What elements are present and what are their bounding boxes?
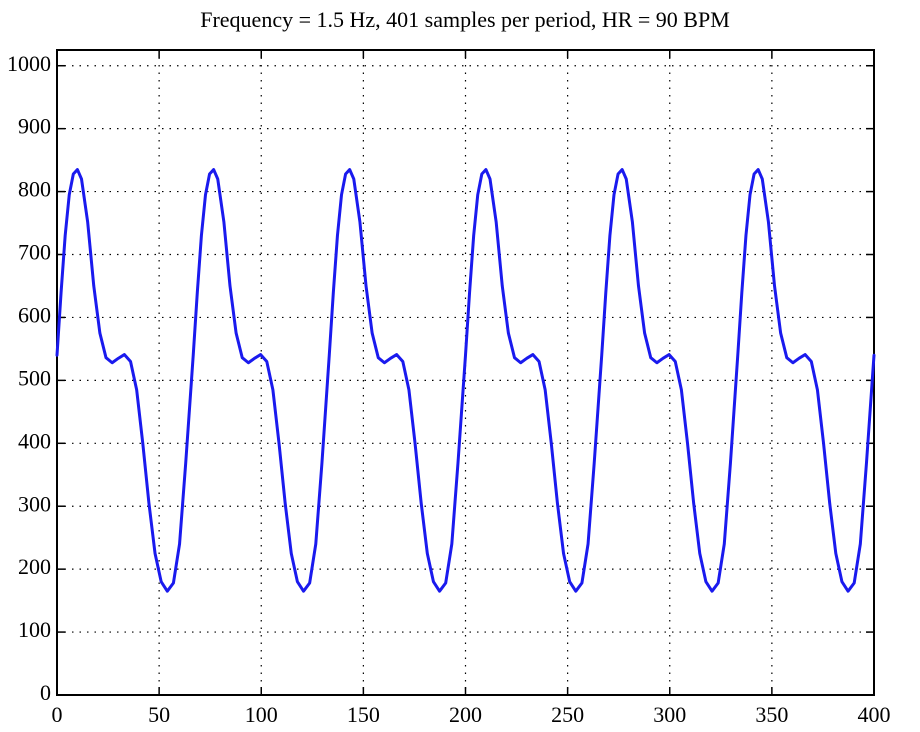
y-tick-label: 400 [18,428,51,453]
y-tick-label: 100 [18,617,51,642]
x-tick-label: 350 [755,702,788,727]
y-tick-label: 0 [40,680,51,705]
data-line [55,168,876,593]
x-tick-label: 300 [653,702,686,727]
y-tick-label: 300 [18,491,51,516]
chart-title: Frequency = 1.5 Hz, 401 samples per peri… [200,7,730,32]
x-tick-label: 250 [551,702,584,727]
y-tick-label: 600 [18,302,51,327]
x-tick-label: 150 [347,702,380,727]
y-tick-label: 500 [18,365,51,390]
y-tick-label: 200 [18,554,51,579]
y-tick-label: 900 [18,114,51,139]
x-tick-label: 0 [52,702,63,727]
x-tick-label: 400 [858,702,891,727]
x-tick-label: 200 [449,702,482,727]
y-tick-label: 1000 [7,51,51,76]
x-tick-label: 100 [245,702,278,727]
y-tick-label: 800 [18,177,51,202]
x-tick-label: 50 [148,702,170,727]
y-tick-label: 700 [18,240,51,265]
